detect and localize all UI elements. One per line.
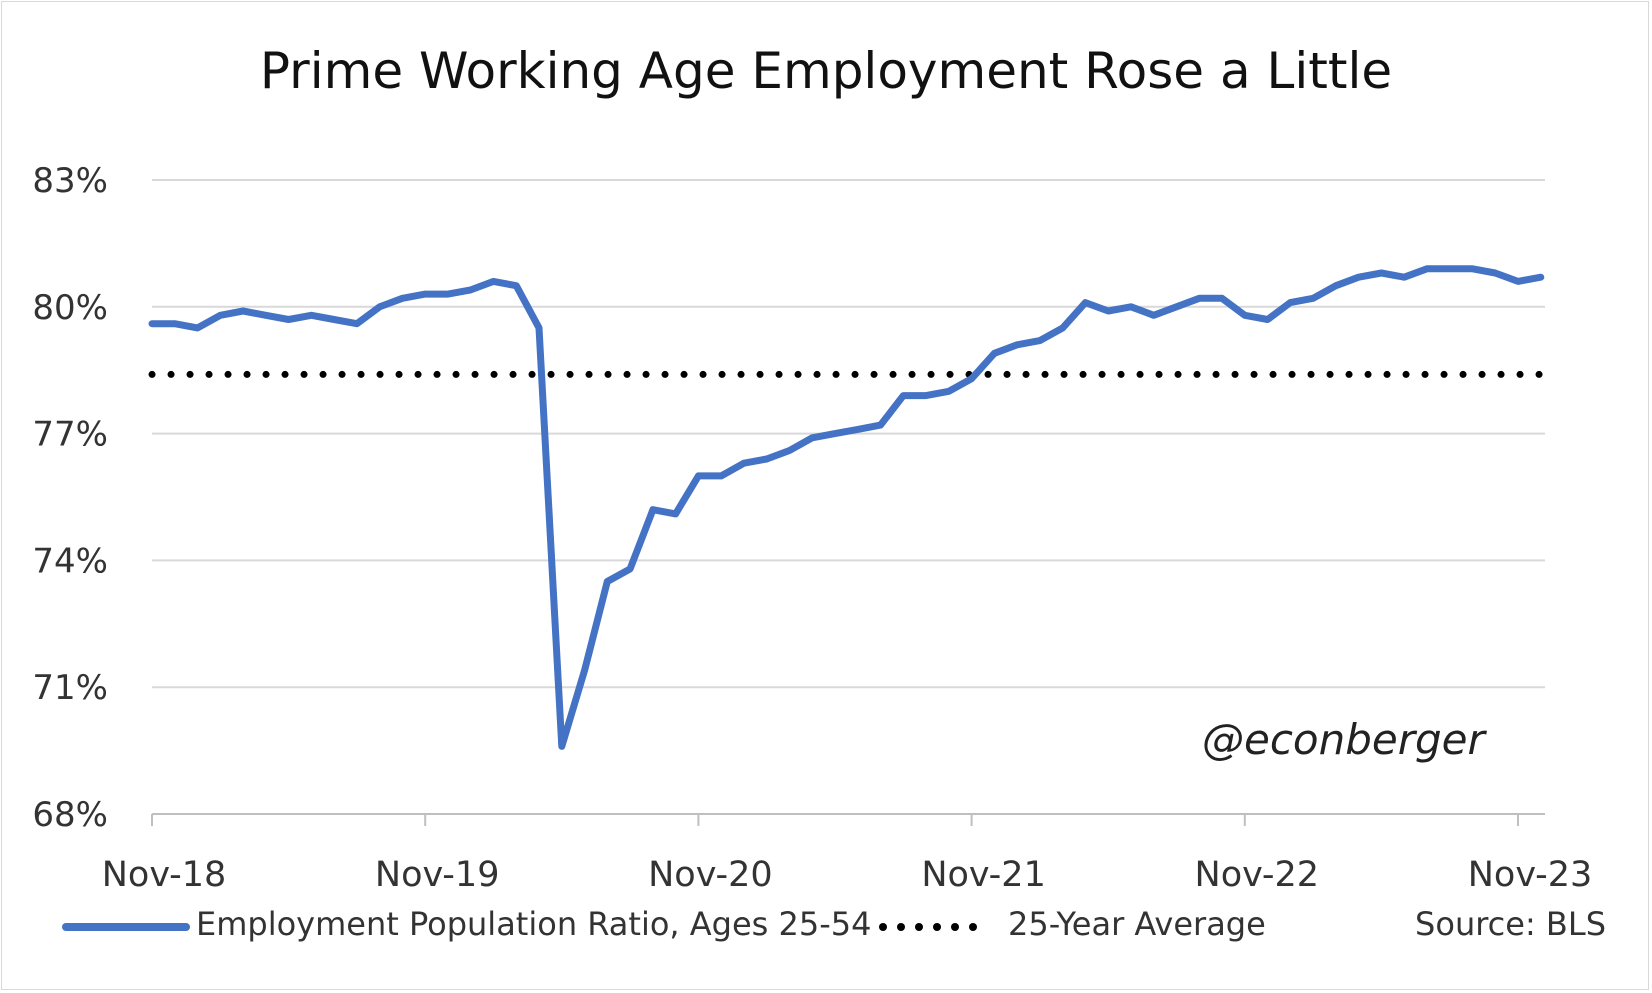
chart-title: Prime Working Age Employment Rose a Litt… (259, 42, 1393, 100)
annotation-handle: @econberger (1202, 715, 1485, 764)
legend-label-series-2: 25-Year Average (1008, 905, 1266, 943)
y-tick-label: 68% (32, 795, 108, 835)
legend-label-series-1: Employment Population Ratio, Ages 25-54 (196, 905, 872, 943)
y-tick-label: 71% (32, 668, 108, 708)
y-tick-label: 80% (32, 288, 108, 328)
y-tick-label: 74% (32, 541, 108, 581)
x-tick-label: Nov-22 (1195, 855, 1320, 895)
source-label: Source: BLS (1415, 905, 1606, 943)
y-tick-label: 77% (32, 415, 108, 455)
x-tick-label: Nov-20 (648, 855, 773, 895)
series-employment-ratio (148, 265, 1545, 750)
y-tick-label: 83% (32, 161, 108, 201)
x-tick-label: Nov-18 (102, 855, 227, 895)
x-tick-label: Nov-19 (375, 855, 500, 895)
x-tick-label: Nov-23 (1468, 855, 1593, 895)
x-tick-label: Nov-21 (921, 855, 1046, 895)
